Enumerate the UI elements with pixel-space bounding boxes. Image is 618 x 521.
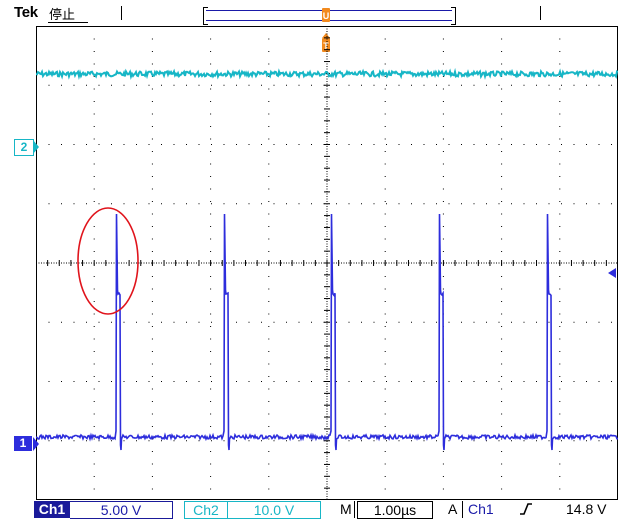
- top-divider: [121, 6, 122, 20]
- record-bracket-left: [203, 7, 208, 25]
- trigger-mode-label: A: [448, 501, 463, 518]
- ch1-label[interactable]: Ch1: [34, 501, 70, 518]
- top-status-bar: Tek 停止 U T: [0, 0, 618, 52]
- ch1-trace: [36, 213, 618, 451]
- ch2-trace: [36, 67, 618, 81]
- acquisition-state: 停止: [49, 8, 76, 23]
- top-divider: [540, 6, 541, 20]
- svg-text:T: T: [323, 41, 329, 51]
- timebase-value[interactable]: 1.00µs: [357, 501, 433, 519]
- ch1-marker-pointer-icon: [33, 437, 39, 451]
- ch2-volts-per-div[interactable]: 10.0 V: [228, 501, 321, 519]
- bottom-status-bar: Ch1 5.00 V Ch2 10.0 V M 1.00µs A Ch1 14.…: [0, 500, 618, 520]
- svg-text:U: U: [323, 11, 330, 21]
- status-underline: [48, 22, 88, 23]
- highlight-ellipse: [77, 207, 139, 315]
- ch2-label[interactable]: Ch2: [184, 501, 228, 519]
- graticule: [36, 26, 618, 500]
- trigger-level[interactable]: 14.8 V: [566, 501, 607, 517]
- brand-logo: Tek: [14, 4, 38, 21]
- ch2-marker-pointer-icon: [33, 140, 39, 154]
- ch1-volts-per-div[interactable]: 5.00 V: [70, 501, 173, 519]
- trigger-position-icon[interactable]: U T: [319, 4, 333, 58]
- horizontal-label: M: [340, 501, 355, 518]
- rising-edge-icon[interactable]: [519, 501, 539, 518]
- ch2-ground-marker[interactable]: 2: [14, 139, 34, 156]
- trigger-source[interactable]: Ch1: [468, 501, 494, 517]
- ch1-ground-marker[interactable]: 1: [14, 436, 32, 451]
- waveform-display[interactable]: [36, 26, 618, 500]
- trigger-level-arrow-icon[interactable]: [606, 268, 616, 278]
- record-bracket-right: [451, 7, 456, 25]
